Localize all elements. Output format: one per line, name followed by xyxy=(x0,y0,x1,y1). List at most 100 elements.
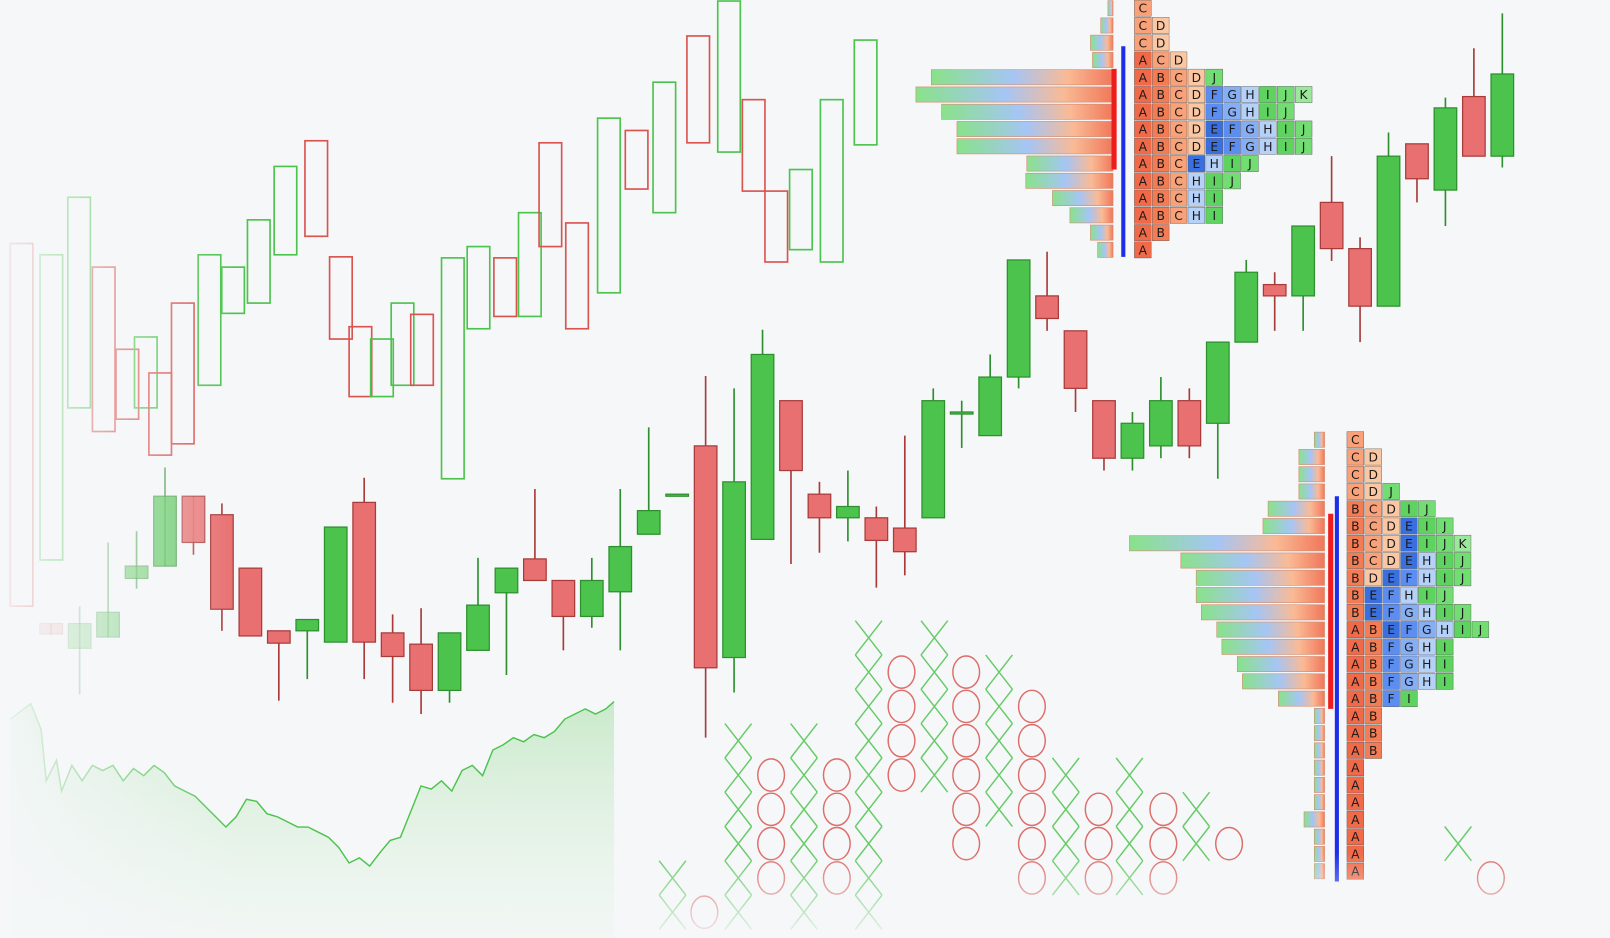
tpo-letter: A xyxy=(1351,623,1360,637)
candle-body xyxy=(892,527,917,553)
tpo-letter: C xyxy=(1174,209,1183,223)
tpo-cell xyxy=(1134,17,1152,34)
bottom-fade xyxy=(616,852,1610,938)
tpo-cell xyxy=(1346,603,1364,621)
candle-body xyxy=(266,630,291,644)
tpo-cell xyxy=(1346,724,1364,742)
tpo-cell xyxy=(1418,586,1436,604)
tpo-letter: B xyxy=(1156,71,1164,85)
tpo-cell xyxy=(1346,569,1364,587)
tpo-letter: A xyxy=(1351,640,1360,654)
candle-body xyxy=(1262,283,1287,297)
tpo-cell xyxy=(1364,517,1382,535)
tpo-letter: A xyxy=(1351,744,1360,758)
volume-bar xyxy=(1313,759,1325,776)
volume-bar xyxy=(1267,500,1325,517)
tpo-cell xyxy=(1152,224,1170,241)
tpo-cell xyxy=(1418,534,1436,552)
tpo-cell xyxy=(1346,431,1364,449)
tpo-letter: H xyxy=(1192,174,1201,188)
tpo-letter: I xyxy=(1443,606,1447,620)
tpo-cell xyxy=(1152,51,1170,69)
tpo-letter: B xyxy=(1369,709,1377,723)
tpo-letter: I xyxy=(1443,554,1447,568)
tpo-cell xyxy=(1277,86,1295,103)
candle-body xyxy=(466,604,490,651)
tpo-letter: C xyxy=(1174,71,1183,85)
tpo-cell xyxy=(1346,690,1364,707)
pf-x-column xyxy=(985,654,1013,827)
tpo-letter: F xyxy=(1388,658,1395,672)
tpo-cell xyxy=(1364,673,1382,690)
tpo-letter: F xyxy=(1388,606,1395,620)
tpo-letter: D xyxy=(1368,571,1377,585)
volume-bar xyxy=(1313,725,1325,742)
tpo-cell xyxy=(1205,103,1223,121)
tpo-letter: C xyxy=(1156,54,1165,68)
tpo-letter: J xyxy=(1211,71,1216,85)
hollow-candle xyxy=(273,165,298,256)
tpo-letter: E xyxy=(1405,554,1413,568)
candle-body xyxy=(1120,422,1145,459)
tpo-letter: B xyxy=(1351,537,1359,551)
volume-bar xyxy=(1129,535,1325,552)
tpo-letter: B xyxy=(1351,606,1359,620)
tpo-cell xyxy=(1364,483,1382,500)
tpo-cell xyxy=(1382,500,1400,518)
pf-x-column xyxy=(1182,791,1211,862)
tpo-cell xyxy=(1400,690,1418,707)
tpo-letter: B xyxy=(1369,744,1377,758)
tpo-letter: G xyxy=(1227,88,1237,102)
tpo-letter: B xyxy=(1156,226,1164,240)
tpo-cell xyxy=(1241,86,1259,103)
tpo-letter: A xyxy=(1351,761,1360,775)
tpo-letter: D xyxy=(1368,485,1377,499)
tpo-cell xyxy=(1400,517,1418,535)
tpo-cell xyxy=(1169,207,1188,224)
tpo-letter: H xyxy=(1245,88,1254,102)
tpo-letter: J xyxy=(1442,537,1447,551)
tpo-cell xyxy=(1418,552,1436,569)
candle-body xyxy=(437,632,462,692)
candle-body xyxy=(1205,341,1230,424)
tpo-cell xyxy=(1364,586,1382,604)
tpo-letter: E xyxy=(1369,589,1377,603)
tpo-cell xyxy=(1382,534,1400,552)
tpo-letter: A xyxy=(1351,692,1360,706)
tpo-letter: I xyxy=(1443,658,1447,672)
candle-body xyxy=(636,509,661,535)
tpo-letter: F xyxy=(1388,589,1395,603)
hollow-candle xyxy=(741,98,766,192)
tpo-letter: A xyxy=(1351,813,1360,827)
tpo-cell xyxy=(1382,673,1400,690)
tpo-cell xyxy=(1471,621,1490,638)
tpo-letter: C xyxy=(1174,174,1183,188)
tpo-cell xyxy=(1364,465,1382,483)
volume-bar xyxy=(1313,707,1325,724)
hollow-candle xyxy=(369,338,395,398)
tpo-letter: I xyxy=(1425,589,1429,603)
tpo-letter: E xyxy=(1369,606,1377,620)
tpo-cell xyxy=(1364,742,1382,759)
tpo-cell xyxy=(1259,120,1277,138)
tpo-cell xyxy=(1152,207,1170,224)
tpo-cell xyxy=(1382,517,1400,535)
hollow-candle xyxy=(764,190,789,263)
tpo-letter: H xyxy=(1422,571,1431,585)
tpo-letter: G xyxy=(1404,606,1414,620)
tpo-letter: F xyxy=(1211,88,1218,102)
tpo-letter: J xyxy=(1229,174,1234,188)
tpo-cell xyxy=(1277,120,1295,138)
candle-body xyxy=(978,376,1003,437)
hollow-candle xyxy=(517,211,542,318)
tpo-letter: H xyxy=(1422,640,1431,654)
volume-bar xyxy=(915,86,1114,103)
hollow-candle xyxy=(348,325,373,398)
candle-body xyxy=(494,567,519,594)
tpo-letter: A xyxy=(1351,658,1360,672)
pf-o-column xyxy=(887,655,916,792)
tpo-letter: D xyxy=(1386,520,1395,534)
candle-body xyxy=(722,481,746,659)
tpo-letter: B xyxy=(1351,502,1359,516)
